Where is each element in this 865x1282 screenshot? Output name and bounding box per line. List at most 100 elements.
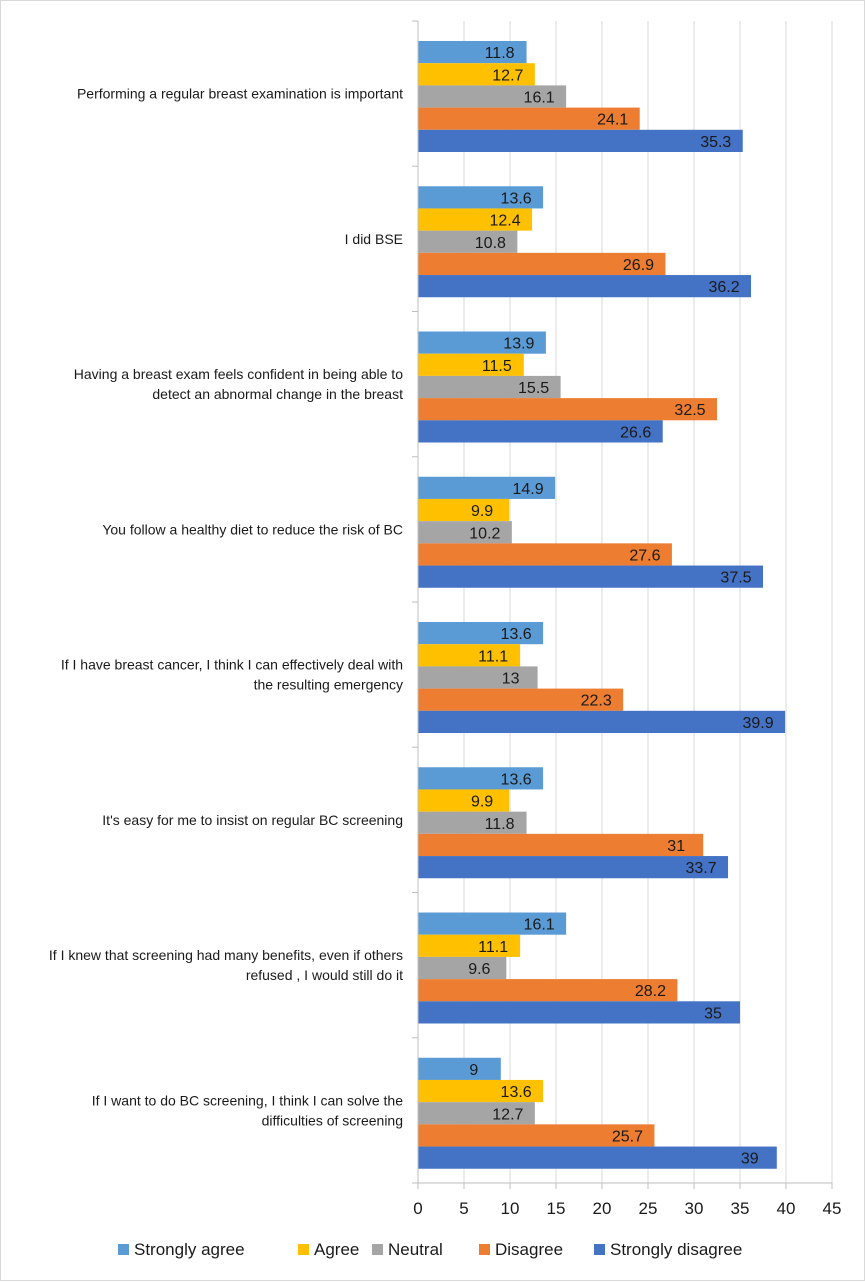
data-label: 24.1 [597, 112, 628, 129]
x-tick-labels: 0 5 10 15 20 25 30 35 40 45 [413, 1199, 841, 1218]
x-tick-label: 40 [777, 1199, 796, 1218]
legend-swatch [118, 1244, 129, 1255]
bar [418, 252, 666, 276]
data-label: 9 [469, 1062, 478, 1079]
bar [418, 375, 561, 399]
legend-swatch [372, 1244, 383, 1255]
bar [418, 543, 672, 566]
data-label: 12.7 [492, 67, 523, 84]
category-label: You follow a healthy diet to reduce the … [102, 521, 403, 537]
x-tick-label: 25 [639, 1199, 658, 1218]
bar [418, 476, 556, 499]
x-tick-label: 15 [547, 1199, 566, 1218]
data-label: 9.9 [471, 503, 493, 520]
bar [418, 230, 518, 253]
category-label: If I knew that screening had many benefi… [49, 947, 403, 983]
data-label: 11.1 [478, 939, 508, 956]
category-label: Performing a regular breast examination … [77, 86, 403, 102]
bar [418, 688, 624, 711]
bar [418, 521, 512, 544]
bar [418, 186, 544, 209]
axes [412, 20, 833, 1189]
bar [418, 565, 763, 588]
data-label: 35 [704, 1005, 722, 1022]
data-label: 39 [741, 1151, 759, 1168]
data-label: 22.3 [581, 693, 612, 710]
bars [418, 41, 786, 1169]
legend-swatch [298, 1244, 309, 1255]
legend-label: Strongly disagree [610, 1240, 742, 1259]
bar [418, 398, 717, 421]
data-label: 16.1 [524, 917, 555, 934]
bar [418, 666, 538, 689]
data-label: 12.7 [492, 1106, 523, 1123]
data-label: 37.5 [720, 570, 751, 587]
x-tick-label: 35 [731, 1199, 750, 1218]
category-label: It's easy for me to insist on regular BC… [102, 812, 403, 828]
value-labels: 11.812.716.124.135.313.612.410.826.936.2… [468, 45, 774, 1168]
data-label: 11.5 [482, 358, 512, 375]
data-label: 28.2 [635, 983, 666, 1000]
data-label: 27.6 [629, 547, 660, 564]
data-label: 15.5 [518, 380, 549, 397]
bar [418, 1124, 655, 1147]
legend-label: Neutral [388, 1240, 443, 1259]
bar [418, 789, 510, 812]
data-label: 11.8 [485, 816, 515, 833]
data-label: 11.8 [485, 45, 515, 62]
bar [418, 811, 527, 834]
legend-label: Agree [314, 1240, 359, 1259]
bar [418, 498, 510, 522]
data-label: 25.7 [612, 1128, 643, 1145]
legend-swatch [594, 1244, 605, 1255]
data-label: 13.9 [503, 336, 534, 353]
bar [418, 979, 678, 1002]
bar [418, 710, 786, 733]
bar [418, 1079, 544, 1103]
data-label: 16.1 [524, 90, 555, 107]
data-label: 10.2 [469, 525, 500, 542]
bar [418, 622, 544, 645]
x-tick-label: 10 [501, 1199, 520, 1218]
data-label: 35.3 [700, 134, 731, 151]
category-label: If I have breast cancer, I think I can e… [61, 657, 403, 693]
bar [418, 275, 752, 298]
data-label: 32.5 [674, 402, 705, 419]
category-label: I did BSE [345, 231, 403, 247]
bar [418, 644, 521, 667]
bar [418, 208, 533, 231]
category-label: If I want to do BC screening, I think I … [92, 1092, 403, 1128]
bar [418, 912, 567, 935]
bar [418, 956, 507, 980]
data-label: 14.9 [513, 481, 544, 498]
bar [418, 1001, 740, 1024]
data-label: 26.9 [623, 257, 654, 274]
data-label: 13.6 [501, 190, 532, 207]
data-label: 33.7 [685, 860, 716, 877]
data-label: 13.6 [501, 771, 532, 788]
data-label: 13 [502, 671, 520, 688]
data-label: 9.6 [468, 961, 490, 978]
data-label: 13.6 [501, 626, 532, 643]
legend: Strongly agree Agree Neutral Disagree Strong… [118, 1240, 742, 1259]
data-label: 9.9 [471, 794, 493, 811]
category-labels: Performing a regular breast examination … [49, 86, 403, 1129]
legend-label: Strongly agree [134, 1240, 245, 1259]
category-label: Having a breast exam feels confident in … [74, 366, 403, 402]
legend-swatch [479, 1244, 490, 1255]
bar [418, 767, 544, 790]
bar [418, 1146, 777, 1169]
bar [418, 1102, 535, 1125]
data-label: 10.8 [475, 235, 506, 252]
bar [418, 934, 521, 957]
x-tick-label: 45 [823, 1199, 842, 1218]
x-tick-label: 20 [593, 1199, 612, 1218]
data-label: 11.1 [478, 648, 508, 665]
bar [418, 63, 535, 86]
x-tick-label: 5 [459, 1199, 468, 1218]
data-label: 39.9 [743, 715, 774, 732]
x-tick-label: 0 [413, 1199, 422, 1218]
bar [418, 129, 743, 152]
